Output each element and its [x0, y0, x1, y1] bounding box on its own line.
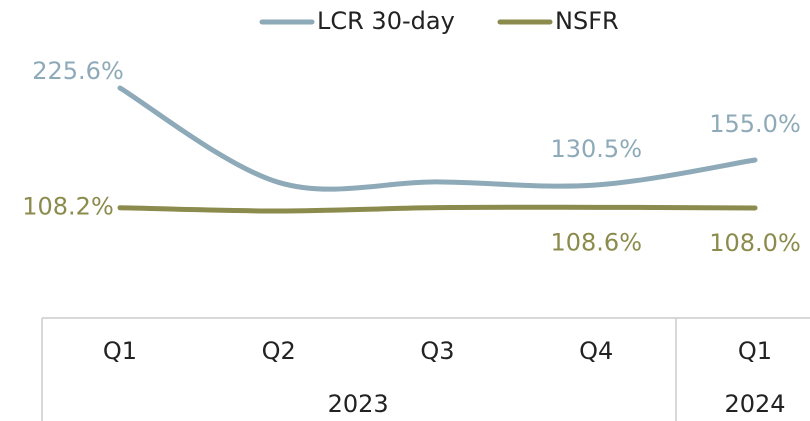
- group-label: 2023: [328, 390, 389, 418]
- x-tick-label: Q1: [103, 337, 137, 365]
- data-label: 155.0%: [709, 110, 801, 138]
- group-label: 2024: [724, 390, 785, 418]
- data-label: 108.2%: [22, 193, 114, 221]
- series-line: [117, 204, 758, 214]
- data-label: 225.6%: [32, 57, 124, 85]
- series-line: [117, 85, 758, 192]
- x-tick-label: Q4: [579, 337, 613, 365]
- legend-label: LCR 30-day: [317, 7, 455, 35]
- data-label: 130.5%: [550, 135, 642, 163]
- x-tick-label: Q2: [262, 337, 296, 365]
- legend-label: NSFR: [555, 7, 619, 35]
- x-tick-label: Q3: [420, 337, 454, 365]
- data-label: 108.6%: [550, 228, 642, 256]
- x-tick-label: Q1: [738, 337, 772, 365]
- data-label: 108.0%: [709, 229, 801, 257]
